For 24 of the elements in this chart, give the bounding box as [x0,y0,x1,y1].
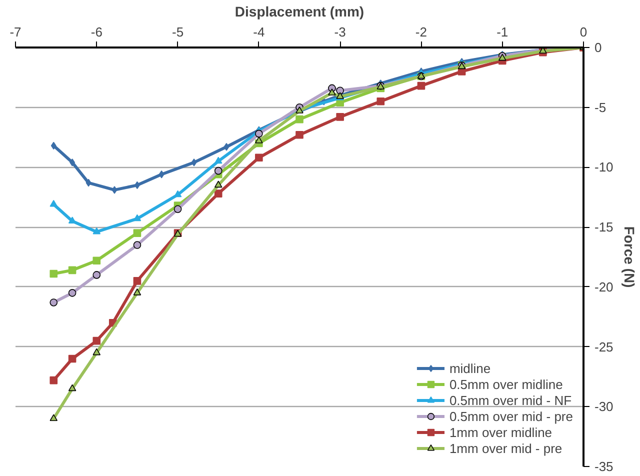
x-tick-label: -7 [10,24,22,40]
x-axis-title: Displacement (mm) [234,4,364,20]
legend-label: 1mm over midline [449,424,552,440]
x-tick-label: -1 [496,24,508,40]
y-tick-label: -10 [594,160,614,175]
y-tick-label: -20 [594,279,614,294]
y-axis-title: Force (N) [621,226,638,288]
y-tick-label: -35 [594,459,614,474]
legend-label: midline [449,360,491,376]
y-tick-label: -25 [594,339,614,354]
x-tick-label: 0 [580,24,588,40]
legend-label: 0.5mm over midline [449,376,563,392]
x-tick-label: -3 [334,24,346,40]
y-tick-label: -15 [594,220,614,235]
y-tick-label: 0 [594,40,602,55]
y-tick-label: -5 [594,100,606,115]
x-tick-label: -2 [415,24,427,40]
legend-label: 0.5mm over mid - NF [449,392,572,408]
x-tick-label: -6 [90,24,102,40]
y-tick-label: -30 [594,399,614,414]
x-tick-label: -5 [172,24,184,40]
legend-label: 1mm over mid - pre [449,440,562,456]
legend-label: 0.5mm over mid - pre [449,408,573,424]
x-tick-label: -4 [253,24,265,40]
